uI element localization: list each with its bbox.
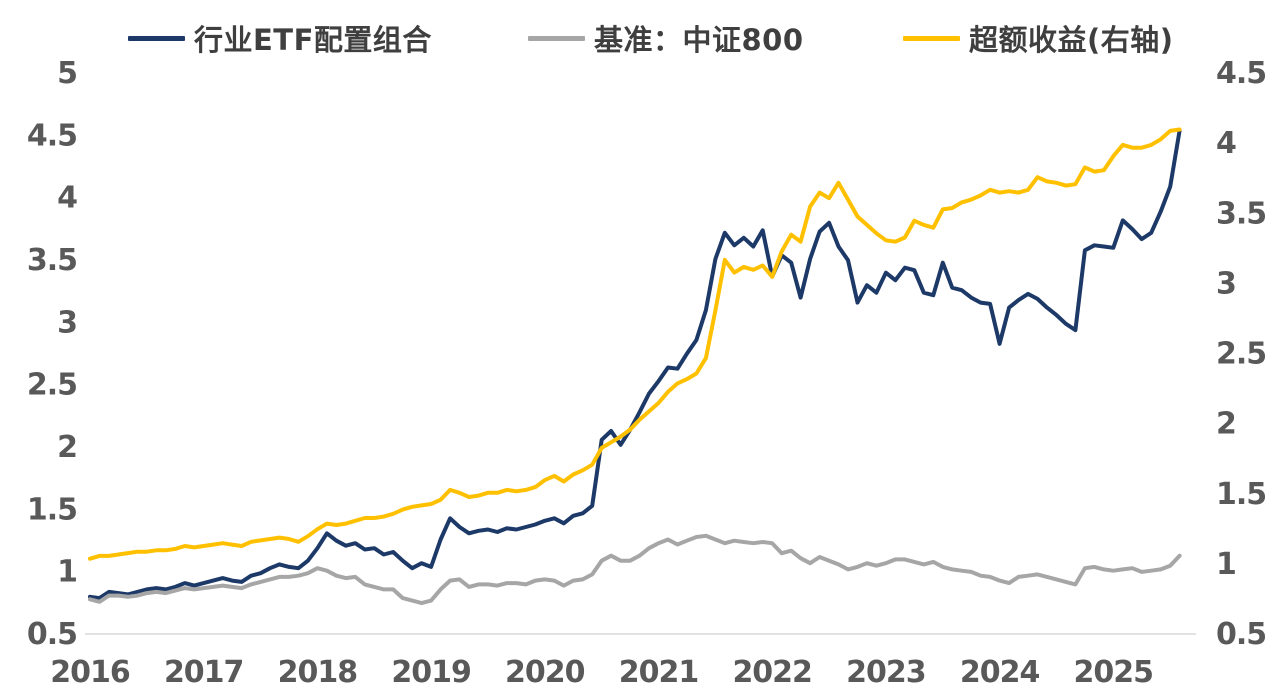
x-axis-tick: 2017 bbox=[164, 655, 244, 690]
right-axis-tick: 3 bbox=[1216, 266, 1236, 301]
right-axis-tick: 1.5 bbox=[1216, 477, 1266, 512]
right-axis-tick: 2 bbox=[1216, 407, 1236, 442]
x-axis-tick: 2023 bbox=[846, 655, 926, 690]
right-axis-tick: 3.5 bbox=[1216, 196, 1266, 231]
legend-swatch-benchmark bbox=[528, 35, 585, 41]
left-axis-tick: 4.5 bbox=[27, 118, 77, 153]
legend-item-excess-return: 超额收益(右轴) bbox=[903, 22, 1174, 57]
x-axis-tick: 2018 bbox=[278, 655, 358, 690]
legend-label-excess-return: 超额收益(右轴) bbox=[969, 23, 1174, 57]
series-line-1 bbox=[88, 533, 1182, 606]
legend-label-portfolio: 行业ETF配置组合 bbox=[194, 23, 432, 57]
left-axis-tick: 1 bbox=[57, 555, 77, 590]
x-axis-tick: 2024 bbox=[960, 655, 1040, 690]
x-axis-tick: 2025 bbox=[1074, 655, 1154, 690]
series-line-0 bbox=[88, 128, 1182, 601]
legend-item-benchmark: 基准：中证800 bbox=[528, 22, 804, 57]
left-axis-tick: 3 bbox=[57, 305, 77, 340]
x-axis-tick: 2021 bbox=[619, 655, 699, 690]
left-axis-tick: 2 bbox=[57, 430, 77, 465]
left-axis-tick: 2.5 bbox=[27, 368, 77, 403]
x-axis-tick: 2019 bbox=[391, 655, 471, 690]
x-axis-tick: 2022 bbox=[732, 655, 812, 690]
left-axis-tick: 1.5 bbox=[27, 492, 77, 527]
chart-legend: 行业ETF配置组合 基准：中证800 超额收益(右轴) bbox=[0, 0, 1284, 60]
left-axis-tick: 5 bbox=[57, 56, 77, 91]
right-axis-tick: 2.5 bbox=[1216, 337, 1266, 372]
series-line-2 bbox=[88, 127, 1182, 561]
legend-swatch-excess-return bbox=[903, 35, 960, 41]
right-axis-tick: 1 bbox=[1216, 547, 1236, 582]
legend-item-portfolio: 行业ETF配置组合 bbox=[128, 22, 432, 57]
right-axis-tick: 0.5 bbox=[1216, 617, 1266, 652]
right-axis-tick: 4.5 bbox=[1216, 56, 1266, 91]
legend-swatch-portfolio bbox=[128, 35, 185, 41]
left-axis-tick: 3.5 bbox=[27, 243, 77, 278]
left-axis-tick: 4 bbox=[57, 181, 77, 216]
right-axis-tick: 4 bbox=[1216, 126, 1236, 161]
x-axis-tick: 2016 bbox=[50, 655, 130, 690]
left-axis-tick: 0.5 bbox=[27, 617, 77, 652]
x-axis-tick: 2020 bbox=[505, 655, 585, 690]
legend-label-benchmark: 基准：中证800 bbox=[594, 23, 804, 57]
